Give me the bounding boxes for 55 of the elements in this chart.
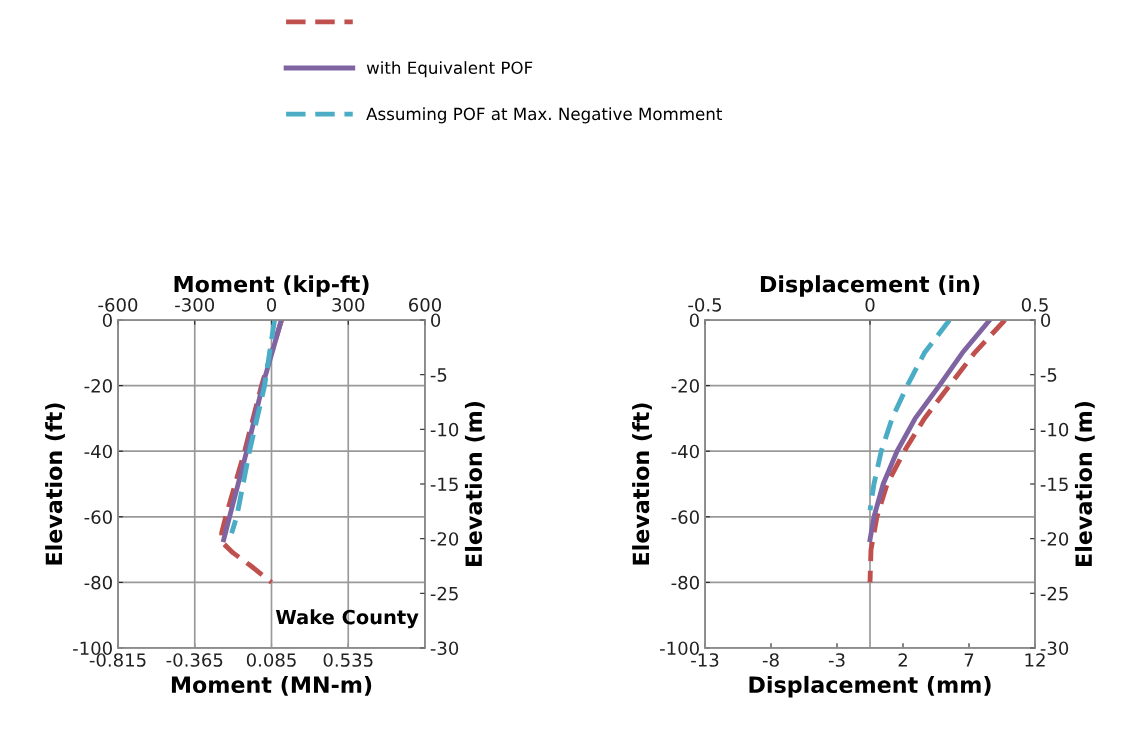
x-tick-label: 0.535 [323, 653, 373, 667]
x2-tick-label: -600 [98, 297, 138, 312]
y-tick-label: -100 [660, 641, 699, 656]
x-tick-label: 0.085 [246, 653, 296, 667]
x2-tick-label: -300 [175, 297, 215, 312]
y2-tick-label: -15 [1040, 477, 1068, 492]
y-tick-label: -40 [84, 444, 112, 459]
x2-tick-label: 0 [865, 297, 875, 312]
y-tick-label: -60 [84, 510, 112, 524]
x-tick-label: -0.365 [166, 653, 223, 667]
y-tick-label: -80 [84, 575, 112, 590]
y2-tick-label: -30 [430, 641, 459, 656]
y2-tick-label: -5 [1040, 368, 1057, 382]
x2-tick-label: 300 [332, 297, 365, 312]
x-axis-title: Moment (MN-m) [171, 675, 372, 696]
y2-tick-label: -15 [430, 477, 458, 492]
legend-label: Assuming POF at Max. Negative Momment [366, 107, 722, 124]
y2-tick-label: -10 [430, 422, 459, 437]
x-tick-label: 2 [898, 653, 907, 667]
x2-tick-label: 0.5 [1021, 297, 1048, 312]
x2-tick-label: 0 [266, 297, 277, 312]
y2-tick-label: -20 [430, 532, 459, 546]
x-tick-label: 7 [964, 653, 974, 667]
y2-tick-label: -25 [430, 586, 458, 601]
x2-axis-title: Displacement (in) [760, 275, 980, 297]
x2-axis-title: Moment (kip-ft) [174, 275, 369, 297]
y-axis-title: Elevation (ft) [45, 403, 65, 565]
y2-tick-label: 0 [1041, 313, 1051, 328]
y2-axis-title: Elevation (m) [464, 401, 485, 566]
x-tick-label: -3 [828, 653, 845, 667]
x-tick-label: -0.815 [89, 653, 146, 667]
y-tick-label: 0 [689, 313, 699, 328]
annotation: Wake County [275, 609, 419, 629]
y2-axis-title: Elevation (m) [1074, 401, 1095, 566]
y-tick-label: -60 [671, 510, 699, 524]
y-tick-label: -100 [73, 641, 112, 656]
y-axis-title: Elevation (ft) [632, 403, 652, 565]
y-tick-label: 0 [102, 313, 112, 328]
x-tick-label: 12 [1025, 653, 1045, 667]
x2-tick-label: -0.5 [688, 297, 722, 312]
x-axis-title: Displacement (mm) [749, 675, 991, 698]
y-tick-label: -20 [84, 379, 112, 393]
x-tick-label: -13 [691, 653, 719, 667]
legend-label: with Equivalent POF [366, 61, 533, 78]
x2-tick-label: 600 [409, 297, 442, 312]
y2-tick-label: 0 [431, 313, 441, 328]
y2-tick-label: -20 [1040, 532, 1069, 546]
y-tick-label: -20 [671, 379, 699, 393]
x-tick-label: -8 [762, 653, 779, 667]
y-tick-label: -80 [671, 575, 699, 590]
y2-tick-label: -10 [1040, 422, 1069, 437]
y2-tick-label: -25 [1040, 586, 1068, 601]
y2-tick-label: -30 [1040, 641, 1069, 656]
y-tick-label: -40 [671, 444, 699, 459]
y2-tick-label: -5 [430, 368, 447, 382]
